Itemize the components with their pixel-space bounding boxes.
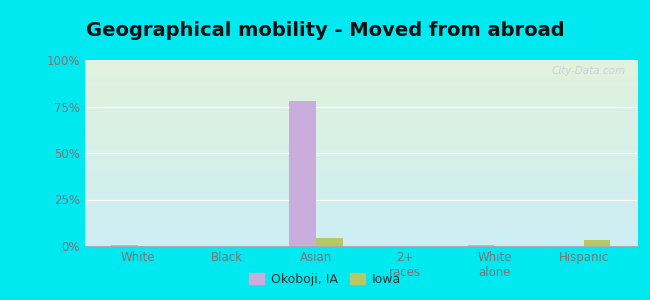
Text: City-Data.com: City-Data.com: [552, 66, 626, 76]
Bar: [111, 244, 138, 246]
Text: Geographical mobility - Moved from abroad: Geographical mobility - Moved from abroa…: [86, 21, 564, 40]
Bar: [289, 101, 316, 246]
Bar: [584, 240, 610, 246]
Bar: [316, 238, 343, 246]
Bar: [468, 244, 495, 246]
Legend: Okoboji, IA, Iowa: Okoboji, IA, Iowa: [244, 268, 406, 291]
